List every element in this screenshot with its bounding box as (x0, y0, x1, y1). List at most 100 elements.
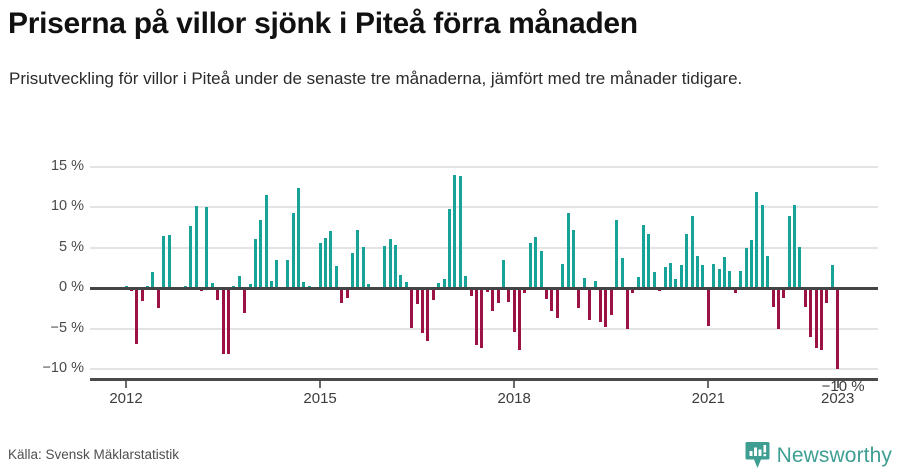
chart-bar (232, 285, 236, 288)
chart-bar (728, 270, 732, 288)
gridline (90, 246, 878, 249)
chart-bar (350, 253, 354, 288)
chart-bar (210, 283, 214, 288)
chart-bar (237, 275, 241, 288)
chart-bar (297, 187, 301, 288)
chart-bar (253, 239, 257, 288)
chart-bar (415, 288, 419, 305)
chart-bar (636, 277, 640, 288)
chart-bar (453, 174, 457, 288)
chart-bar (674, 279, 678, 288)
chart-bar (367, 283, 371, 288)
chart-bar (404, 281, 408, 288)
chart-bar (793, 205, 797, 288)
page-title: Priserna på villor sjönk i Piteå förra m… (8, 7, 638, 40)
chart-bar (809, 288, 813, 337)
y-axis-tick-label: 5 % (59, 238, 84, 255)
gridline (90, 165, 878, 168)
chart-bar (798, 246, 802, 288)
chart-bar (151, 271, 155, 288)
chart-bar (189, 226, 193, 288)
x-axis-tick-mark (125, 381, 127, 388)
chart-bar (539, 250, 543, 288)
chart-bar (474, 288, 478, 345)
x-axis-tick-label: 2012 (109, 390, 143, 407)
chart-bar (717, 268, 721, 288)
chart-bar (744, 248, 748, 288)
chart-bar (216, 288, 220, 301)
chart-bar (696, 255, 700, 288)
chart-bar (458, 176, 462, 288)
x-axis-tick-label: 2018 (497, 390, 531, 407)
chart-bar (291, 213, 295, 288)
chart-bar (356, 230, 360, 288)
page-subtitle: Prisutveckling för villor i Piteå under … (9, 69, 743, 88)
chart-bar (399, 275, 403, 288)
x-axis-tick-label: 2021 (691, 390, 725, 407)
chart-bar (615, 219, 619, 288)
chart-bar (156, 288, 160, 309)
chart-bar (421, 288, 425, 334)
chart-bar (577, 288, 581, 309)
chart-bar (523, 288, 527, 293)
gridline (90, 327, 878, 330)
y-axis-tick-label: 15 % (50, 157, 84, 174)
chart-bar (701, 264, 705, 288)
chart-bar (221, 288, 225, 354)
chart-bar (782, 288, 786, 298)
chart-bar (598, 288, 602, 323)
x-axis-line (90, 378, 878, 381)
x-axis-tick-mark (513, 381, 516, 388)
chart-bar (572, 230, 575, 288)
chart-container (0, 150, 900, 410)
chart-bar (334, 266, 338, 288)
chart-bar (545, 288, 549, 300)
chart-bar (146, 285, 150, 288)
chart-bar (426, 288, 430, 341)
chart-bar (690, 215, 694, 288)
chart-bar (706, 288, 710, 327)
chart-bar (588, 288, 592, 320)
chart-bar (394, 245, 398, 288)
y-axis-tick-label: −5 % (50, 319, 84, 336)
chart-bar (270, 280, 274, 288)
chart-bar (836, 288, 840, 369)
x-axis-tick-mark (319, 381, 322, 388)
plot-area (90, 150, 878, 390)
x-axis-tick-mark (707, 381, 710, 388)
chart-bar (286, 260, 290, 288)
chart-bar (609, 288, 613, 315)
chart-bar (712, 263, 716, 288)
x-axis-tick-mark (836, 381, 839, 388)
chart-bar (318, 243, 322, 288)
chart-bar (162, 236, 166, 288)
chart-bar (669, 262, 673, 288)
chart-bar (561, 263, 565, 288)
logo-wordmark: Newsworthy (776, 443, 892, 467)
chart-bar (733, 288, 737, 293)
chart-bar (814, 288, 818, 348)
chart-bar (329, 231, 333, 288)
chart-bar (480, 288, 484, 348)
chart-bar (604, 288, 608, 327)
chart-bar (685, 233, 689, 288)
chart-bar (534, 236, 538, 288)
chart-bar (582, 278, 586, 288)
gridline (90, 206, 878, 208)
chart-bar (593, 280, 597, 288)
chart-bar (469, 288, 473, 297)
chart-bar (555, 288, 559, 318)
chart-bar (749, 240, 753, 288)
zero-baseline (90, 287, 878, 290)
chart-bar (787, 215, 791, 288)
chart-bar (226, 288, 230, 355)
chart-bar (771, 288, 775, 308)
data-label-annotation: −10 % (821, 378, 865, 395)
chart-bar (820, 288, 824, 351)
chart-bar (550, 288, 554, 312)
newsworthy-logo[interactable]: Newsworthy (745, 440, 892, 470)
chart-bar (803, 288, 807, 307)
chart-bar (776, 288, 780, 329)
chart-bar (248, 283, 252, 288)
